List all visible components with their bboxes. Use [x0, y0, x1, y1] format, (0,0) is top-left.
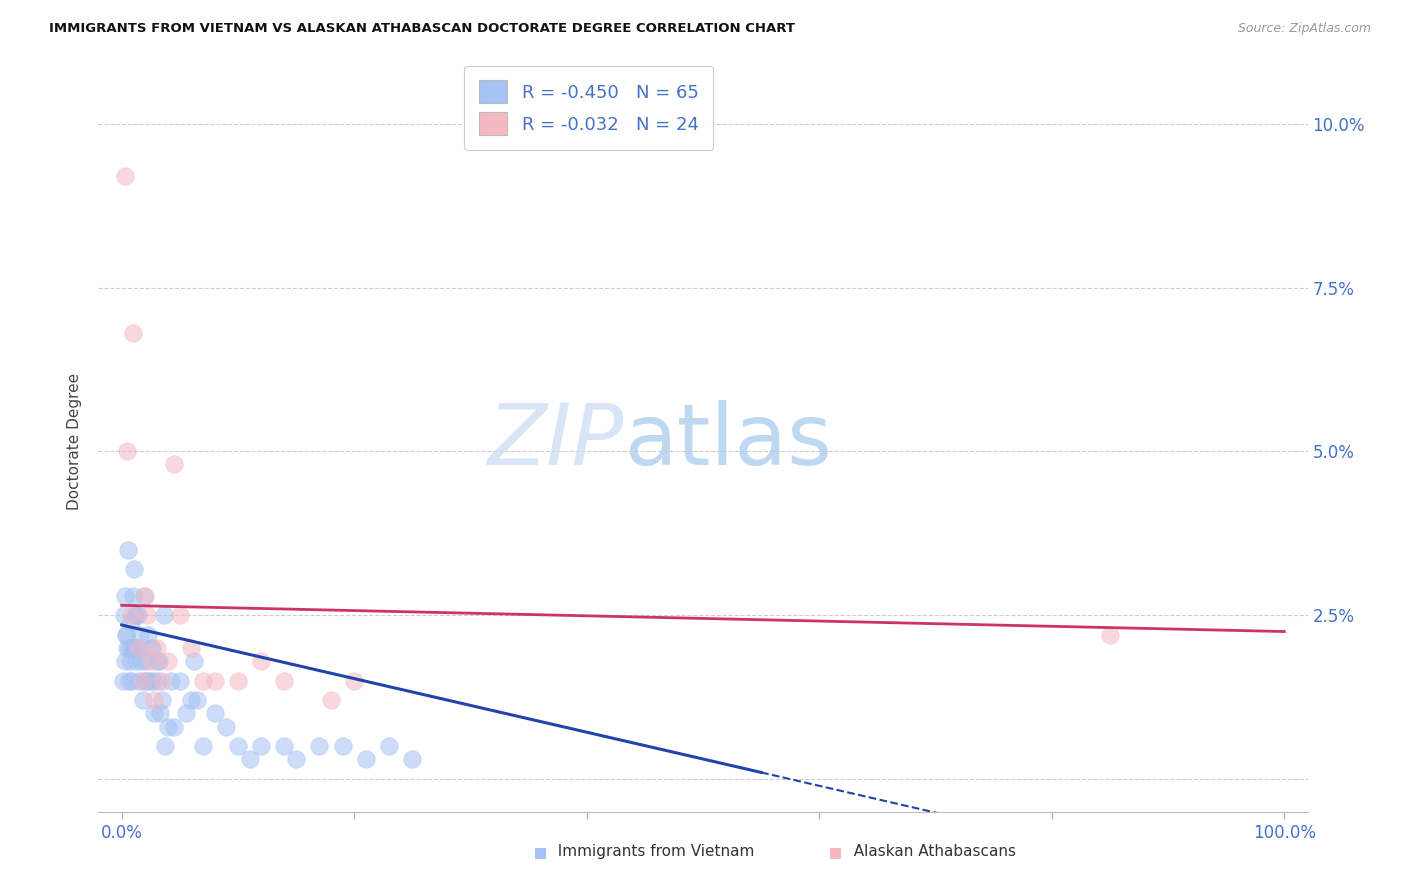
Point: [308, 739, 330, 754]
Point: [143, 706, 166, 721]
Point: [131, 654, 153, 668]
Point: [122, 589, 145, 603]
Point: [343, 673, 366, 688]
Point: [239, 752, 262, 766]
Text: ▪: ▪: [533, 842, 548, 862]
Point: [118, 654, 141, 668]
Point: [136, 673, 159, 688]
Point: [134, 589, 156, 603]
Point: [204, 673, 226, 688]
Point: [114, 628, 136, 642]
Point: [115, 628, 138, 642]
Point: [378, 739, 401, 754]
Point: [174, 706, 197, 721]
Y-axis label: Doctorate Degree: Doctorate Degree: [67, 373, 83, 510]
Point: [159, 673, 181, 688]
Point: [122, 640, 145, 655]
Point: [135, 654, 157, 668]
Point: [121, 640, 143, 655]
Point: [150, 693, 173, 707]
Point: [128, 640, 150, 655]
Point: [183, 654, 205, 668]
Point: [163, 458, 186, 472]
Point: [138, 628, 160, 642]
Point: [114, 169, 136, 184]
Point: [125, 654, 148, 668]
Point: [401, 752, 423, 766]
Point: [273, 739, 295, 754]
Point: [125, 640, 148, 655]
Point: [142, 673, 165, 688]
Point: [145, 654, 167, 668]
Point: [169, 608, 191, 623]
Point: [136, 608, 159, 623]
Point: [118, 673, 141, 688]
Point: [186, 693, 208, 707]
Point: [152, 608, 174, 623]
Point: [141, 640, 163, 655]
Point: [120, 615, 142, 629]
Point: [250, 739, 273, 754]
Point: [143, 693, 166, 707]
Point: [146, 673, 169, 688]
Point: [285, 752, 308, 766]
Point: [273, 673, 295, 688]
Text: IMMIGRANTS FROM VIETNAM VS ALASKAN ATHABASCAN DOCTORATE DEGREE CORRELATION CHART: IMMIGRANTS FROM VIETNAM VS ALASKAN ATHAB…: [49, 22, 796, 36]
Point: [169, 673, 191, 688]
Point: [132, 589, 155, 603]
Point: [114, 589, 136, 603]
Point: [148, 654, 170, 668]
Point: [226, 673, 249, 688]
Point: [157, 654, 180, 668]
Point: [114, 654, 136, 668]
Point: [120, 608, 142, 623]
Point: [134, 673, 156, 688]
Point: [122, 640, 145, 655]
Point: [128, 673, 150, 688]
Point: [127, 608, 149, 623]
Text: Alaskan Athabascans: Alaskan Athabascans: [844, 845, 1015, 859]
Point: [191, 673, 214, 688]
Point: [226, 739, 249, 754]
Point: [250, 654, 273, 668]
Point: [117, 444, 139, 458]
Point: [180, 693, 202, 707]
Text: atlas: atlas: [624, 400, 832, 483]
Point: [191, 739, 214, 754]
Point: [139, 640, 162, 655]
Point: [117, 542, 139, 557]
Point: [118, 640, 141, 655]
Point: [124, 608, 146, 623]
Point: [150, 673, 173, 688]
Point: [122, 326, 145, 341]
Point: [1098, 628, 1121, 642]
Point: [131, 673, 153, 688]
Point: [149, 706, 172, 721]
Point: [129, 628, 152, 642]
Point: [157, 720, 180, 734]
Point: [163, 720, 186, 734]
Point: [153, 739, 176, 754]
Text: Source: ZipAtlas.com: Source: ZipAtlas.com: [1237, 22, 1371, 36]
Point: [138, 673, 160, 688]
Legend: R = -0.450   N = 65, R = -0.032   N = 24: R = -0.450 N = 65, R = -0.032 N = 24: [464, 66, 713, 150]
Point: [332, 739, 354, 754]
Text: ▪: ▪: [828, 842, 844, 862]
Point: [117, 640, 139, 655]
Point: [131, 693, 153, 707]
Point: [139, 654, 162, 668]
Point: [121, 673, 143, 688]
Point: [112, 673, 135, 688]
Point: [319, 693, 342, 707]
Text: Immigrants from Vietnam: Immigrants from Vietnam: [548, 845, 755, 859]
Point: [215, 720, 238, 734]
Text: ZIP: ZIP: [488, 400, 624, 483]
Point: [124, 562, 146, 576]
Point: [180, 640, 202, 655]
Point: [112, 608, 135, 623]
Point: [145, 640, 167, 655]
Point: [204, 706, 226, 721]
Point: [354, 752, 377, 766]
Point: [124, 608, 146, 623]
